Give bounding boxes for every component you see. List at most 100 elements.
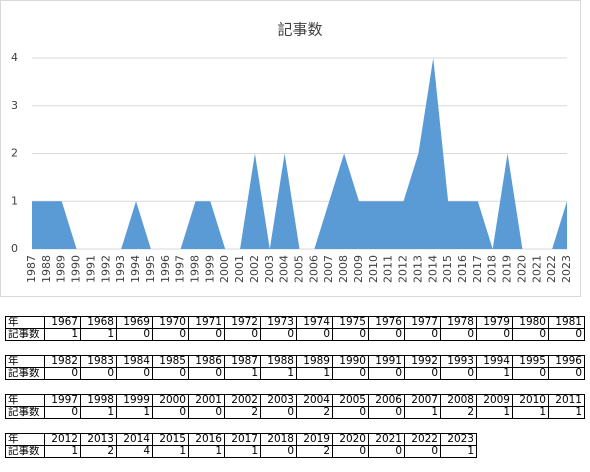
x-tick-label: 1990 <box>70 255 83 283</box>
year-cell: 1970 <box>152 316 189 329</box>
year-cell: 2016 <box>188 433 225 446</box>
count-cell: 0 <box>116 367 153 380</box>
count-cell: 0 <box>404 367 441 380</box>
count-cell: 0 <box>152 406 189 419</box>
year-cell: 1976 <box>368 316 405 329</box>
count-cell: 0 <box>476 328 513 341</box>
x-tick-label: 2005 <box>293 255 306 283</box>
count-cell: 0 <box>512 328 549 341</box>
year-cell: 2002 <box>224 394 261 407</box>
year-cell: 1986 <box>188 355 225 368</box>
row-header: 年 <box>5 355 45 368</box>
count-cell: 1 <box>548 406 585 419</box>
count-cell: 1 <box>296 367 333 380</box>
count-row: 記事数 1 2 4 1 1 1 0 2 0 0 0 1 <box>5 445 477 458</box>
count-cell: 1 <box>152 445 189 458</box>
x-tick-label: 1996 <box>159 255 172 283</box>
year-cell: 2013 <box>80 433 117 446</box>
count-cell: 0 <box>512 367 549 380</box>
count-cell: 0 <box>296 328 333 341</box>
x-tick-label: 1988 <box>40 255 53 283</box>
x-tick-label: 2009 <box>352 255 365 283</box>
count-cell: 0 <box>224 328 261 341</box>
year-cell: 1972 <box>224 316 261 329</box>
year-cell: 1995 <box>512 355 549 368</box>
count-cell: 1 <box>476 406 513 419</box>
year-cell: 2000 <box>152 394 189 407</box>
count-cell: 1 <box>404 406 441 419</box>
year-cell: 2005 <box>332 394 369 407</box>
year-cell: 1971 <box>188 316 225 329</box>
count-cell: 0 <box>44 406 81 419</box>
year-cell: 1988 <box>260 355 297 368</box>
count-cell: 0 <box>548 367 585 380</box>
count-cell: 1 <box>44 445 81 458</box>
count-cell: 0 <box>332 445 369 458</box>
x-tick-label: 1999 <box>203 255 216 283</box>
count-cell: 0 <box>368 367 405 380</box>
year-cell: 1984 <box>116 355 153 368</box>
count-cell: 0 <box>368 445 405 458</box>
count-cell: 1 <box>224 367 261 380</box>
year-cell: 2022 <box>404 433 441 446</box>
count-cell: 0 <box>260 445 297 458</box>
x-tick-label: 1989 <box>55 255 68 283</box>
chart-border <box>0 0 581 297</box>
x-tick-label: 2001 <box>233 255 246 283</box>
row-header: 年 <box>5 394 45 407</box>
year-cell: 2003 <box>260 394 297 407</box>
x-tick-label: 1998 <box>188 255 201 283</box>
count-cell: 0 <box>260 328 297 341</box>
count-cell: 0 <box>548 328 585 341</box>
count-cell: 1 <box>440 445 477 458</box>
year-cell: 1991 <box>368 355 405 368</box>
year-cell: 2023 <box>440 433 477 446</box>
row-header: 記事数 <box>5 445 45 458</box>
area <box>32 58 567 249</box>
x-tick-label: 2017 <box>471 255 484 283</box>
count-row: 記事数 1 1 0 0 0 0 0 0 0 0 0 0 0 0 0 <box>5 328 585 341</box>
count-cell: 0 <box>332 406 369 419</box>
year-cell: 1981 <box>548 316 585 329</box>
x-tick-label: 2021 <box>530 255 543 283</box>
count-cell: 0 <box>440 328 477 341</box>
count-cell: 2 <box>80 445 117 458</box>
count-cell: 1 <box>224 445 261 458</box>
year-cell: 2014 <box>116 433 153 446</box>
x-tick-label: 2000 <box>218 255 231 283</box>
x-tick-label: 1991 <box>84 255 97 283</box>
y-tick-label: 3 <box>11 99 18 112</box>
year-cell: 1969 <box>116 316 153 329</box>
count-row: 記事数 0 1 1 0 0 2 0 2 0 0 1 2 1 1 1 <box>5 406 585 419</box>
count-cell: 0 <box>404 445 441 458</box>
chart-title: 記事数 <box>277 21 322 39</box>
count-cell: 1 <box>512 406 549 419</box>
x-tick-label: 1995 <box>144 255 157 283</box>
year-cell: 1978 <box>440 316 477 329</box>
x-tick-label: 2022 <box>545 255 558 283</box>
x-tick-label: 2013 <box>411 255 424 283</box>
count-cell: 0 <box>188 367 225 380</box>
x-tick-label: 2008 <box>337 255 350 283</box>
y-tick-label: 4 <box>11 51 18 64</box>
year-cell: 2004 <box>296 394 333 407</box>
year-cell: 1985 <box>152 355 189 368</box>
x-tick-label: 2020 <box>515 255 528 283</box>
year-cell: 2007 <box>404 394 441 407</box>
year-table: 年 1997 1998 1999 2000 2001 2002 2003 2004 2005 200… <box>5 394 585 419</box>
count-cell: 1 <box>260 367 297 380</box>
x-tick-label: 2004 <box>278 255 291 283</box>
y-tick-label: 0 <box>11 242 18 255</box>
x-tick-label: 1994 <box>129 255 142 283</box>
x-tick-label: 2007 <box>322 255 335 283</box>
x-tick-label: 2012 <box>397 255 410 283</box>
year-cell: 2018 <box>260 433 297 446</box>
x-tick-label: 2003 <box>263 255 276 283</box>
count-cell: 1 <box>80 406 117 419</box>
count-cell: 1 <box>80 328 117 341</box>
year-cell: 2019 <box>296 433 333 446</box>
year-table: 年 2012 2013 2014 2015 2016 2017 2018 2019 2020 202… <box>5 433 477 458</box>
year-cell: 1997 <box>44 394 81 407</box>
year-cell: 1967 <box>44 316 81 329</box>
